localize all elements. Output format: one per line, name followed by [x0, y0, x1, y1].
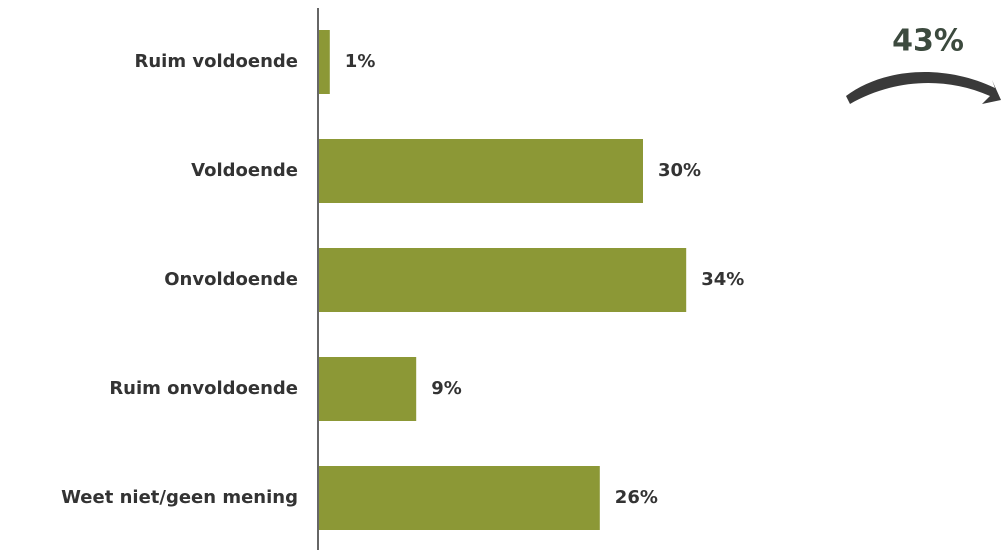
- category-label: Voldoende: [191, 160, 298, 181]
- value-label: 26%: [615, 487, 658, 508]
- annotation: 43%: [892, 24, 964, 59]
- value-label: 1%: [345, 51, 376, 72]
- category-label: Weet niet/geen mening: [61, 487, 298, 508]
- value-label: 9%: [431, 378, 462, 399]
- bar: [319, 466, 600, 530]
- annotation-arrow: [846, 72, 1001, 104]
- bar: [319, 248, 687, 312]
- bar: [319, 357, 417, 421]
- bar: [319, 139, 643, 203]
- value-label: 30%: [658, 160, 701, 181]
- category-label: Ruim onvoldoende: [109, 378, 298, 399]
- category-label: Onvoldoende: [164, 269, 298, 290]
- value-label: 34%: [701, 269, 744, 290]
- category-label: Ruim voldoende: [134, 51, 298, 72]
- bar: [319, 30, 330, 94]
- arrow: [846, 72, 1001, 104]
